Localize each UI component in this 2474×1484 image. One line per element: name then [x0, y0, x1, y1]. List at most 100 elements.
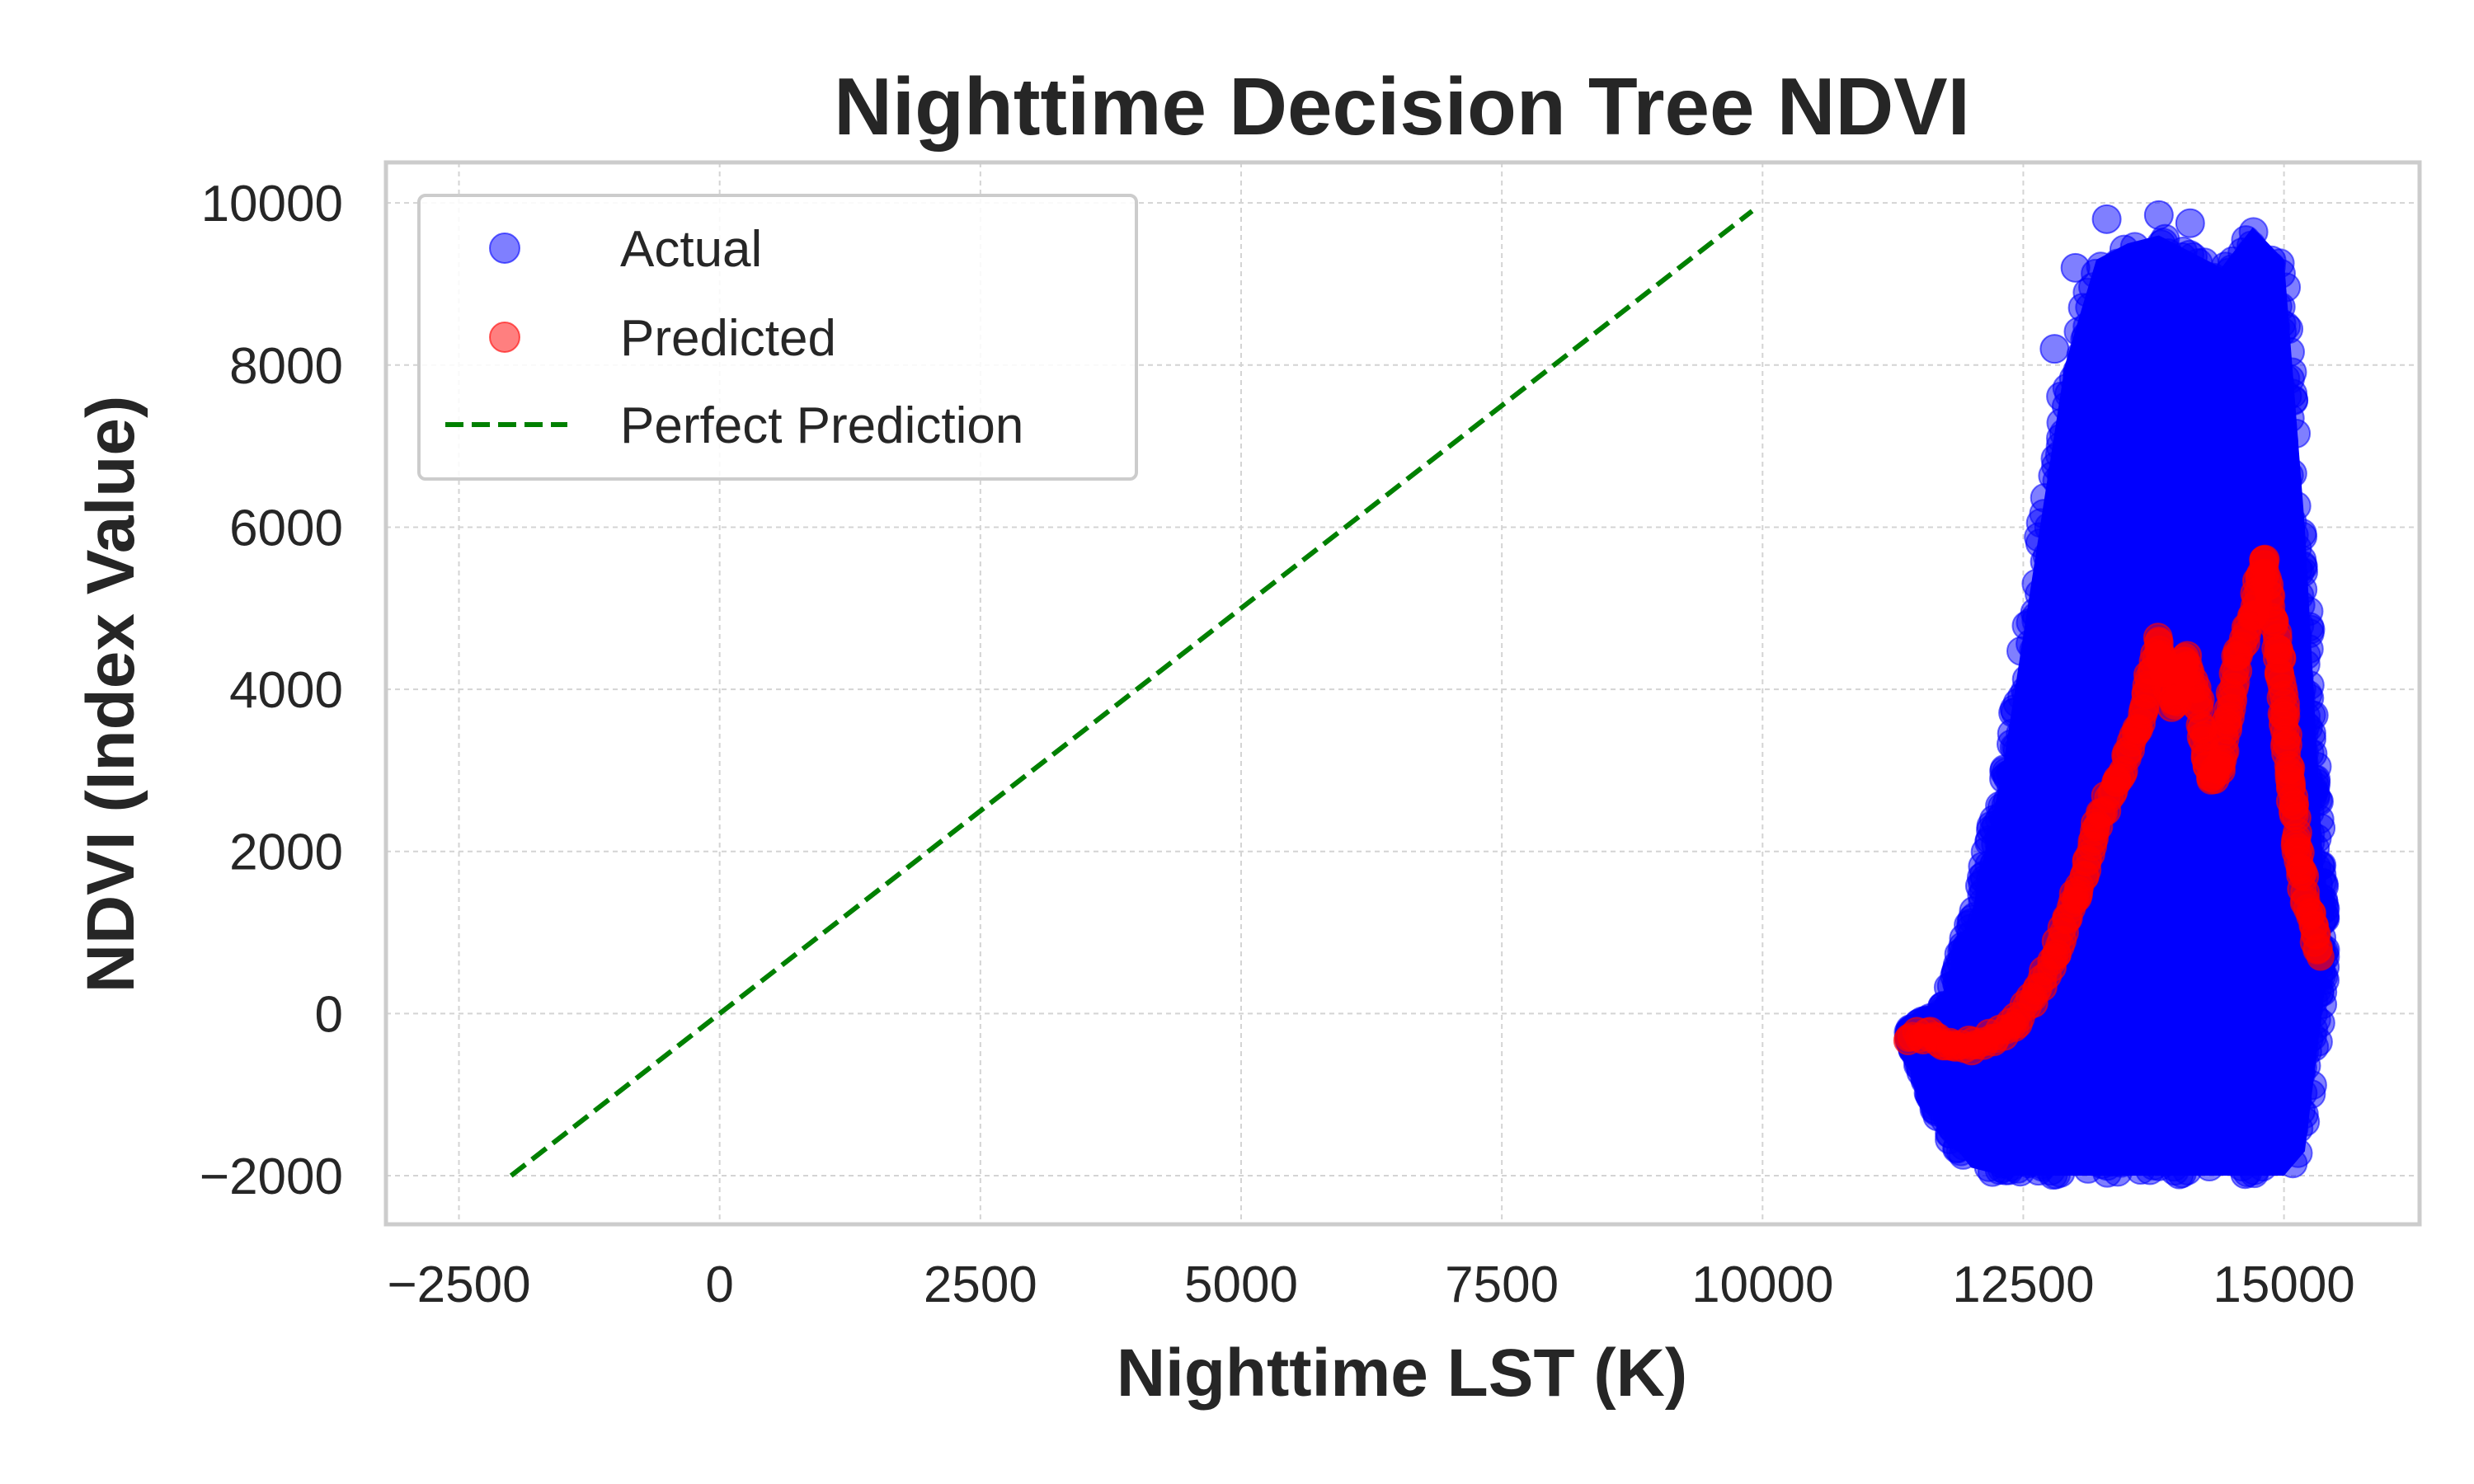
- actual-point: [2149, 308, 2180, 338]
- predicted-point: [2238, 602, 2267, 631]
- actual-point: [2168, 456, 2199, 486]
- actual-point: [1942, 1134, 1973, 1164]
- x-tick-label: 7500: [1445, 1256, 1559, 1313]
- actual-point: [2194, 1101, 2224, 1132]
- predicted-point: [2222, 642, 2251, 671]
- actual-point: [2067, 542, 2098, 572]
- actual-point: [2241, 1031, 2271, 1062]
- actual-point: [2037, 1108, 2067, 1138]
- actual-point: [2175, 258, 2206, 289]
- y-axis-ticks: −2000 0 2000 4000 6000 8000 10000: [200, 176, 343, 1205]
- y-tick-label: 0: [315, 986, 343, 1043]
- actual-point: [1993, 1087, 2024, 1118]
- actual-point: [2029, 1082, 2059, 1113]
- actual-point: [1997, 729, 2026, 759]
- predicted-point: [2160, 691, 2189, 720]
- predicted-point: [2265, 634, 2293, 663]
- actual-point: [2171, 493, 2202, 524]
- actual-point: [2153, 1117, 2184, 1148]
- actual-point: [2166, 577, 2196, 608]
- legend-marker: [489, 232, 520, 264]
- predicted-point: [2207, 748, 2236, 777]
- actual-point: [2157, 342, 2187, 373]
- actual-point: [2199, 398, 2229, 429]
- actual-point: [2218, 246, 2248, 276]
- x-tick-label: 0: [705, 1256, 733, 1313]
- actual-point: [2301, 1004, 2331, 1035]
- actual-point: [2009, 873, 2039, 904]
- actual-point: [2194, 878, 2225, 909]
- actual-point: [2188, 1036, 2218, 1066]
- actual-point: [2226, 281, 2256, 312]
- actual-point: [2227, 515, 2258, 546]
- actual-point: [2117, 526, 2147, 556]
- actual-point: [2048, 602, 2079, 632]
- y-tick-label: −2000: [200, 1148, 343, 1205]
- actual-point: [2032, 731, 2062, 762]
- actual-point: [2168, 524, 2199, 554]
- actual-point: [1981, 810, 2011, 840]
- actual-point: [2274, 364, 2305, 394]
- actual-point: [2190, 968, 2221, 998]
- predicted-point: [2285, 853, 2314, 882]
- actual-point: [1943, 979, 1973, 1009]
- actual-point: [2165, 899, 2195, 930]
- actual-point: [2115, 961, 2146, 992]
- actual-point: [2133, 457, 2164, 487]
- legend-marker: [489, 322, 520, 353]
- actual-point: [2091, 564, 2120, 594]
- actual-point: [2246, 432, 2276, 463]
- actual-point: [2112, 1009, 2142, 1040]
- actual-point: [2282, 1085, 2312, 1115]
- y-tick-label: 6000: [229, 500, 343, 556]
- actual-point: [2230, 335, 2260, 365]
- x-tick-label: 2500: [924, 1256, 1037, 1313]
- x-axis-label: Nighttime LST (K): [1117, 1336, 1687, 1411]
- actual-point: [2283, 1138, 2313, 1168]
- actual-point: [2143, 200, 2174, 230]
- actual-point: [2039, 679, 2070, 710]
- actual-point: [1968, 1130, 1998, 1161]
- actual-point: [2175, 998, 2206, 1028]
- predicted-point: [1998, 1012, 2027, 1040]
- actual-point: [2215, 805, 2246, 835]
- actual-point: [2074, 1076, 2105, 1106]
- predicted-point: [2274, 756, 2303, 785]
- data-layer: [509, 200, 2340, 1190]
- x-axis-ticks: −2500 0 2500 5000 7500 10000 12500 15000: [387, 1256, 2354, 1313]
- predicted-point: [2103, 764, 2132, 793]
- actual-point: [2125, 1155, 2156, 1185]
- actual-point: [2283, 554, 2313, 585]
- actual-point: [2227, 1126, 2257, 1157]
- actual-point: [2167, 392, 2198, 423]
- actual-point: [2198, 495, 2228, 526]
- actual-point: [2007, 757, 2038, 787]
- actual-point: [2108, 591, 2138, 622]
- actual-point: [2072, 659, 2103, 689]
- legend-label: Predicted: [620, 310, 836, 367]
- x-tick-label: 10000: [1691, 1256, 1833, 1313]
- actual-point: [2140, 1003, 2171, 1034]
- legend: Actual Predicted Perfect Prediction: [417, 194, 1138, 481]
- actual-point: [2239, 893, 2269, 923]
- actual-point: [2236, 775, 2267, 805]
- x-tick-label: −2500: [387, 1256, 530, 1313]
- actual-point: [2208, 946, 2238, 977]
- actual-point: [2031, 771, 2061, 801]
- actual-point: [2110, 274, 2141, 304]
- actual-point: [2255, 462, 2285, 492]
- predicted-point: [2181, 675, 2210, 704]
- actual-point: [2041, 1159, 2072, 1190]
- actual-point: [2209, 832, 2240, 862]
- actual-point: [2157, 931, 2188, 961]
- predicted-point: [2249, 545, 2278, 574]
- y-tick-label: 4000: [229, 662, 343, 719]
- actual-point: [2081, 465, 2111, 495]
- predicted-point: [2081, 813, 2110, 842]
- actual-point: [2239, 1155, 2269, 1186]
- actual-point: [1957, 1080, 1987, 1110]
- actual-point: [2125, 909, 2156, 939]
- actual-point: [2259, 1118, 2289, 1148]
- actual-point: [2272, 513, 2302, 543]
